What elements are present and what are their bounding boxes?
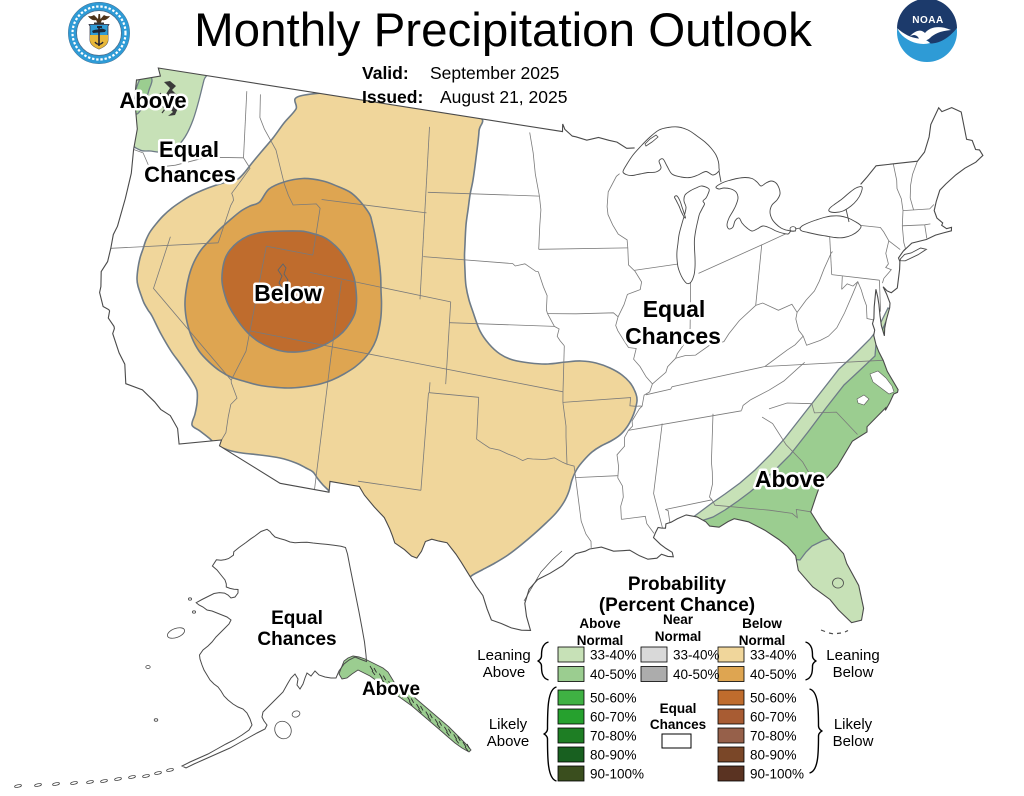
svg-text:40-50%: 40-50% [673, 667, 720, 682]
svg-text:33-40%: 33-40% [750, 648, 797, 663]
svg-text:Issued:: Issued: [362, 87, 423, 107]
svg-text:Above: Above [755, 466, 825, 492]
svg-text:Probability: Probability [628, 574, 727, 595]
svg-text:Likely: Likely [834, 716, 873, 733]
svg-text:50-60%: 50-60% [750, 691, 797, 706]
svg-text:Normal: Normal [655, 629, 702, 644]
svg-text:50-60%: 50-60% [590, 691, 637, 706]
svg-text:Leaning: Leaning [477, 647, 530, 664]
svg-text:Valid:: Valid: [362, 63, 409, 83]
svg-text:Below: Below [254, 280, 322, 306]
svg-text:33-40%: 33-40% [673, 648, 720, 663]
svg-text:90-100%: 90-100% [590, 767, 644, 782]
svg-text:NOAA: NOAA [912, 15, 943, 26]
svg-text:Equal: Equal [159, 137, 219, 162]
svg-text:80-90%: 80-90% [750, 748, 797, 763]
svg-text:Below: Below [742, 616, 782, 631]
svg-text:Below: Below [833, 664, 874, 681]
svg-text:Equal: Equal [660, 701, 697, 716]
svg-text:Above: Above [487, 733, 530, 750]
svg-text:Below: Below [833, 733, 874, 750]
svg-text:Above: Above [119, 88, 186, 113]
svg-text:Likely: Likely [489, 716, 528, 733]
svg-text:(Percent Chance): (Percent Chance) [599, 595, 755, 616]
svg-text:70-80%: 70-80% [590, 729, 637, 744]
svg-text:60-70%: 60-70% [590, 710, 637, 725]
svg-text:Normal: Normal [739, 633, 786, 648]
svg-text:40-50%: 40-50% [590, 667, 637, 682]
svg-text:33-40%: 33-40% [590, 648, 637, 663]
svg-text:Equal: Equal [643, 296, 706, 322]
svg-text:Chances: Chances [650, 717, 706, 732]
svg-text:Normal: Normal [577, 633, 624, 648]
svg-text:Chances: Chances [144, 162, 236, 187]
svg-text:Equal: Equal [271, 608, 323, 629]
svg-text:Above: Above [579, 616, 621, 631]
svg-text:60-70%: 60-70% [750, 710, 797, 725]
svg-text:90-100%: 90-100% [750, 767, 804, 782]
svg-text:August 21, 2025: August 21, 2025 [440, 87, 567, 107]
svg-text:40-50%: 40-50% [750, 667, 797, 682]
svg-text:September 2025: September 2025 [430, 63, 559, 83]
svg-text:Monthly Precipitation Outlook: Monthly Precipitation Outlook [194, 4, 812, 57]
svg-text:70-80%: 70-80% [750, 729, 797, 744]
svg-text:Chances: Chances [257, 629, 336, 650]
svg-text:Near: Near [663, 612, 694, 627]
svg-text:Above: Above [483, 664, 526, 681]
svg-text:Above: Above [362, 679, 420, 700]
svg-text:Chances: Chances [625, 323, 721, 349]
svg-text:Leaning: Leaning [826, 647, 879, 664]
svg-text:80-90%: 80-90% [590, 748, 637, 763]
